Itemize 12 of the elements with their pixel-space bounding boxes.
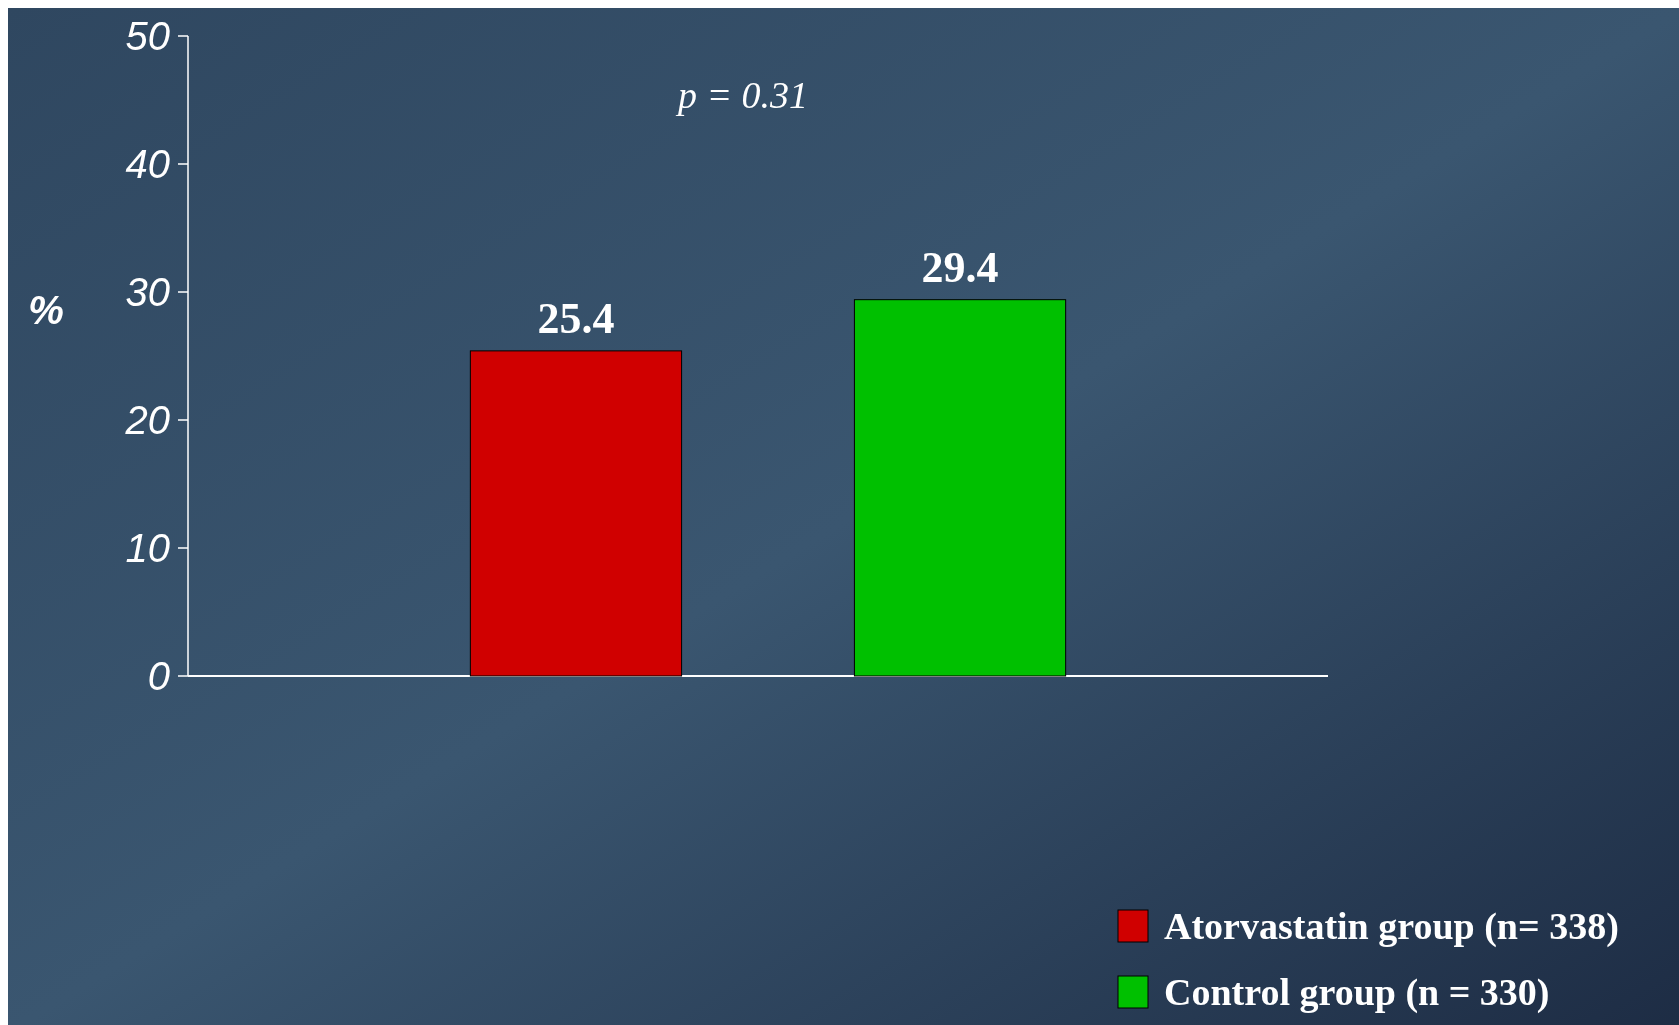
annotation: p = 0.31	[674, 74, 809, 116]
y-tick-label: 40	[125, 142, 170, 186]
y-tick-label: 10	[125, 526, 170, 570]
legend-label: Atorvastatin group (n= 338)	[1164, 905, 1619, 949]
legend-label: Control group (n = 330)	[1164, 971, 1550, 1015]
y-tick-label: 30	[125, 270, 170, 314]
data-label: 29.4	[921, 242, 999, 292]
y-tick-label: 50	[125, 14, 170, 58]
data-label: 25.4	[537, 293, 615, 343]
y-axis-title: %	[28, 288, 64, 332]
y-tick-label: 20	[124, 398, 170, 442]
y-tick-label: 0	[147, 654, 170, 698]
